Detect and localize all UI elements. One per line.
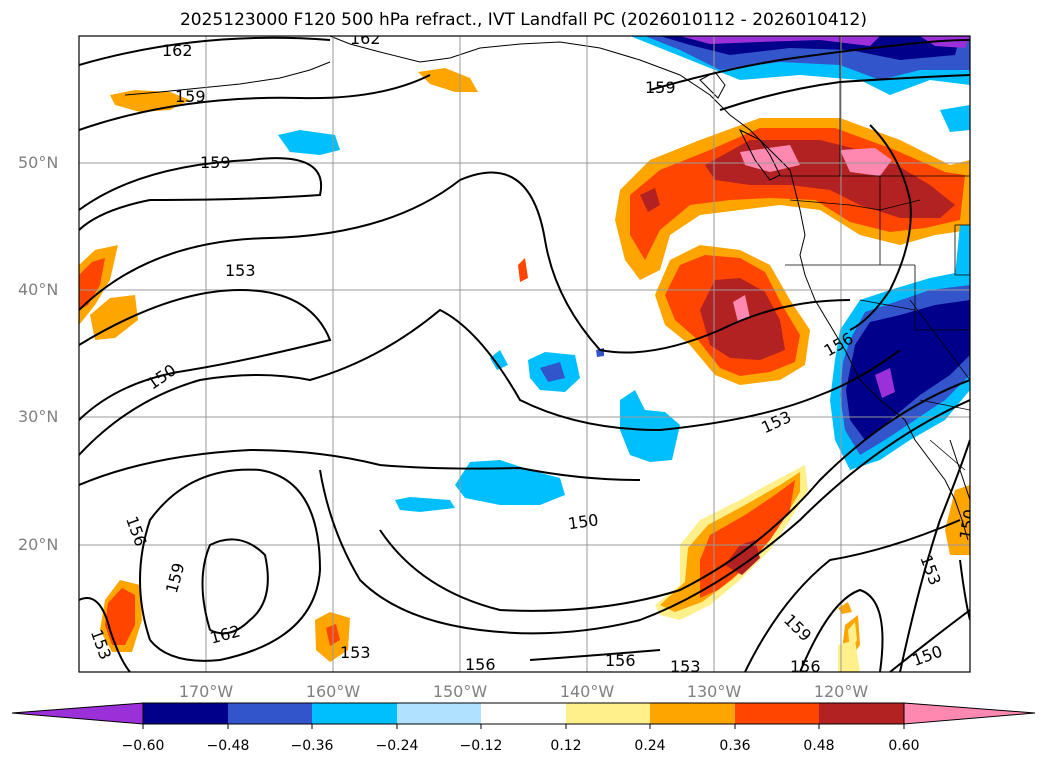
north-america-coast	[329, 36, 969, 541]
contour-label: 159	[200, 153, 231, 172]
colorbar-tick-label: 0.12	[550, 738, 582, 754]
colorbar-segment	[228, 703, 312, 724]
colorbar-extend-low	[11, 702, 144, 725]
colorbar-segment	[397, 703, 481, 724]
map-frame	[78, 35, 971, 673]
contour-label: 156	[790, 657, 821, 676]
lon-label: 170°W	[178, 682, 234, 701]
contour-label: 159	[645, 78, 676, 97]
lat-label: 20°N	[18, 535, 59, 554]
colorbar-segment	[819, 703, 904, 724]
colorbar-segment	[650, 703, 735, 724]
colorbar-tick-label: −0.24	[375, 738, 419, 754]
map-plot-area: 162 162 159 159 159 153 150 156 159 162 …	[79, 29, 980, 676]
lat-label: 30°N	[18, 407, 59, 426]
colorbar-tick-label: −0.60	[121, 738, 165, 754]
borders	[780, 36, 970, 471]
colorbar-segment	[735, 703, 819, 724]
contour-label: 162	[162, 41, 193, 60]
colorbar-tick-label: 0.24	[634, 738, 666, 754]
contour-label: 150	[956, 508, 980, 541]
lon-label: 160°W	[305, 682, 361, 701]
contour-label: 153	[670, 657, 701, 676]
map-title: 2025123000 F120 500 hPa refract., IVT La…	[179, 10, 867, 30]
contour-label: 153	[225, 261, 256, 280]
contour-label: 162	[350, 29, 381, 48]
contour-label: 156	[605, 651, 636, 670]
lat-label: 40°N	[18, 280, 59, 299]
graticule	[79, 36, 970, 672]
colorbar-tick-label: 0.48	[803, 738, 835, 754]
colorbar-segment	[143, 703, 228, 724]
colorbar-segment	[566, 703, 650, 724]
contour-label: 156	[465, 655, 496, 674]
contour-label: 153	[340, 643, 371, 662]
colorbar-tick-label: 0.36	[719, 738, 751, 754]
lat-label: 50°N	[18, 153, 59, 172]
lon-label: 150°W	[432, 682, 488, 701]
colorbar-tick-label: 0.60	[888, 738, 920, 754]
colorbar-tick-label: −0.36	[290, 738, 334, 754]
colorbar-tick-label: −0.12	[459, 738, 503, 754]
colorbar-tick-label: −0.48	[206, 738, 250, 754]
colorbar-extend-high	[903, 702, 1036, 725]
lon-label: 140°W	[559, 682, 615, 701]
colorbar	[11, 702, 1036, 729]
contour-label: 150	[567, 510, 600, 533]
colorbar-segment	[481, 703, 566, 724]
contour-label: 159	[175, 87, 206, 106]
lon-label: 130°W	[686, 682, 742, 701]
height-contours	[79, 36, 970, 672]
lon-label: 120°W	[813, 682, 869, 701]
colorbar-segment	[312, 703, 397, 724]
